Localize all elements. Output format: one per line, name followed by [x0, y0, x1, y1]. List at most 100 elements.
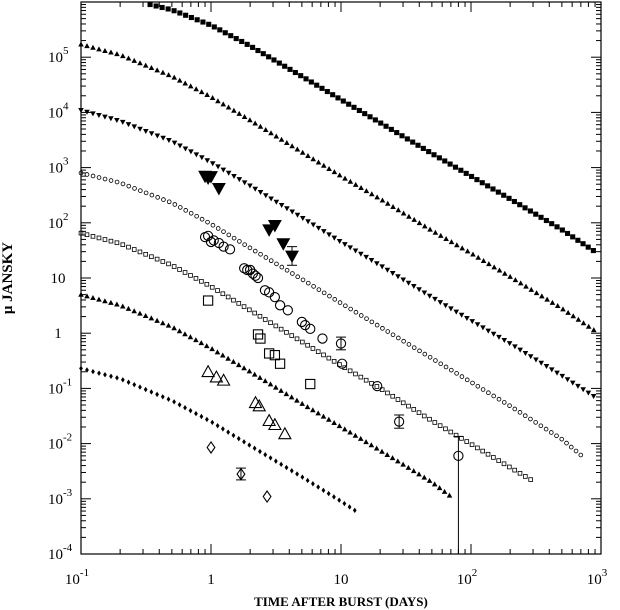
curve-marker: [449, 367, 454, 373]
data-point: [267, 219, 282, 233]
curve-marker: [220, 426, 225, 432]
y-tick-label: 102: [48, 211, 69, 232]
curve-marker: [102, 237, 108, 242]
curve-marker: [549, 299, 556, 305]
curve-marker: [84, 43, 90, 49]
curve-marker: [395, 397, 401, 402]
curve-marker: [187, 83, 194, 89]
curve-marker: [84, 232, 90, 238]
curve-marker: [527, 354, 534, 360]
curve-marker: [400, 461, 406, 467]
curve-marker: [119, 303, 126, 309]
curve-marker: [396, 335, 401, 341]
curve-marker: [241, 304, 247, 309]
curve-marker: [160, 135, 166, 141]
curve-marker: [102, 298, 108, 304]
curve-marker: [443, 236, 449, 242]
curve-marker: [326, 416, 332, 422]
curve-marker: [491, 264, 497, 270]
curve-marker: [271, 57, 277, 63]
curve-marker: [114, 179, 120, 185]
curve-marker: [131, 308, 137, 314]
curve-marker: [279, 264, 285, 270]
curve-marker: [262, 317, 268, 322]
curve-marker: [199, 279, 204, 284]
curve-marker: [501, 192, 507, 198]
curve-marker: [321, 229, 327, 235]
curve-marker: [257, 123, 264, 129]
curve-marker: [436, 155, 442, 161]
y-tick-label: 10: [51, 271, 66, 287]
curve-marker: [464, 439, 470, 444]
curve-marker: [347, 178, 354, 184]
curve-marker: [352, 181, 359, 187]
curve-marker: [217, 27, 223, 33]
curve-marker: [225, 294, 231, 300]
curve-marker: [231, 173, 237, 179]
curve-marker: [343, 303, 348, 309]
observed-series: [199, 230, 464, 554]
data-point: [300, 319, 311, 331]
curve-marker: [363, 439, 369, 445]
curve-marker: [501, 338, 508, 344]
curve-marker: [502, 270, 508, 276]
curve-marker: [421, 413, 427, 419]
curve-marker: [554, 433, 559, 439]
tick-labels: 10-1 1 10 102 103 10-4 10-3 10-2 10-1 1 10 102 103 10…: [48, 45, 608, 588]
data-point: [262, 490, 272, 503]
curve-marker: [538, 360, 545, 366]
curve-marker: [522, 350, 529, 356]
curve-marker: [400, 400, 406, 406]
curve-marker: [268, 196, 274, 202]
curve-marker: [363, 377, 369, 383]
curve-marker: [211, 24, 217, 30]
curve-marker: [78, 291, 84, 297]
curve-marker: [368, 258, 375, 264]
curve-marker: [383, 123, 389, 129]
curve-marker: [108, 49, 114, 55]
curve-marker: [137, 249, 143, 255]
curve-marker: [480, 448, 486, 454]
curve-marker: [399, 133, 405, 139]
curve-marker: [415, 142, 421, 148]
curve-marker: [517, 280, 524, 286]
curve-marker: [362, 111, 368, 117]
curve-marker: [411, 407, 417, 412]
curve-marker: [244, 41, 250, 47]
curve-marker: [194, 17, 200, 23]
curve-marker: [591, 327, 597, 333]
curve-marker: [590, 248, 596, 254]
curve-marker: [390, 332, 396, 338]
curve-marker: [183, 12, 189, 18]
curve-marker: [448, 429, 454, 435]
curve-marker: [300, 277, 306, 283]
curve-marker: [352, 248, 359, 254]
curve-marker: [452, 164, 459, 170]
curve-marker: [149, 389, 154, 395]
curve-marker: [331, 359, 337, 364]
curve-marker: [410, 139, 416, 145]
curve-marker: [539, 293, 545, 299]
curve-marker: [188, 14, 194, 21]
curve-marker: [251, 371, 258, 377]
curve-marker: [389, 270, 396, 276]
curve-marker: [332, 494, 336, 500]
curve-marker: [347, 504, 352, 510]
curve-marker: [433, 358, 438, 363]
curve-marker: [570, 234, 576, 240]
curve-marker: [198, 340, 205, 346]
curve-marker: [559, 436, 565, 442]
curve-marker: [353, 371, 358, 377]
curve-marker: [114, 117, 120, 123]
curve-marker: [485, 451, 491, 457]
curve-marker: [187, 334, 194, 340]
curve-marker: [374, 322, 380, 328]
curve-marker: [143, 128, 149, 134]
curve-marker: [316, 484, 321, 490]
curve-marker: [231, 107, 237, 113]
curve-marker: [289, 333, 295, 338]
curve-marker: [252, 310, 257, 316]
curve-marker: [236, 110, 243, 116]
curve-marker: [237, 239, 242, 244]
curve-marker: [585, 390, 592, 396]
